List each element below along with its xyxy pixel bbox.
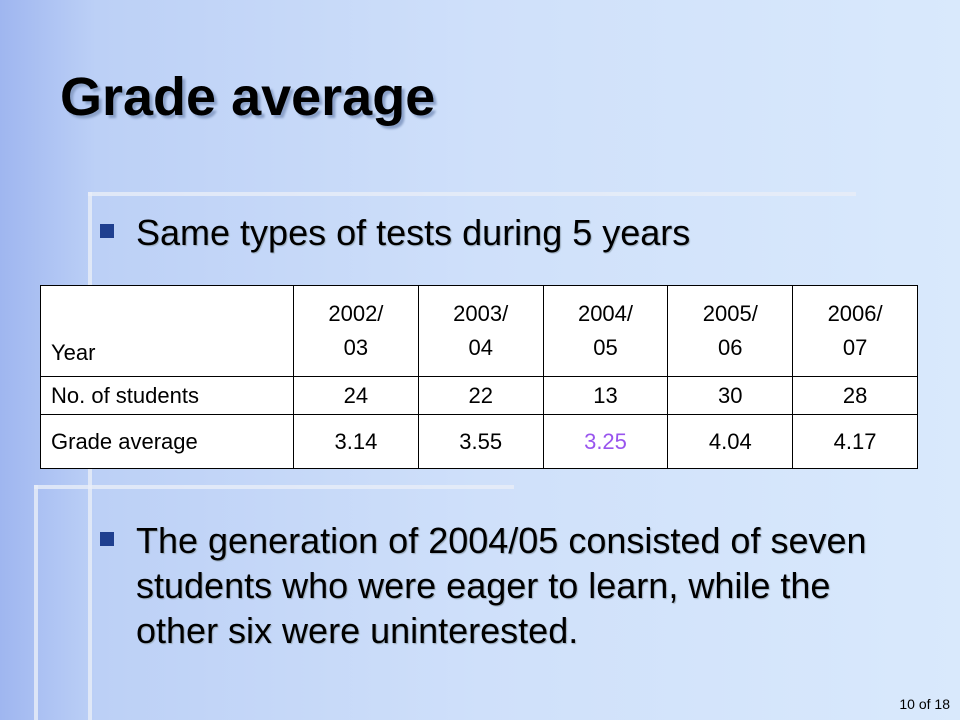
slide-title: Grade average [60, 67, 436, 127]
table-cell: 13 [542, 376, 669, 415]
table-cell: 24 [293, 376, 419, 415]
table-cell: No. of students [40, 376, 294, 415]
table-row: No. of students 24 22 13 30 28 [40, 376, 918, 415]
decor-line [88, 192, 856, 196]
table-cell: 4.04 [667, 414, 794, 469]
table-cell: 2002/ 03 [293, 285, 419, 377]
table-cell: Year [40, 285, 294, 377]
bullet-text: The generation of 2004/05 consisted of s… [136, 520, 867, 651]
page-number: 10 of 18 [899, 696, 950, 712]
table-row: Year 2002/ 03 2003/ 04 2004/ 05 2005/ 06 2006… [40, 285, 918, 377]
table-cell: 2006/ 07 [792, 285, 918, 377]
table-cell: 4.17 [792, 414, 918, 469]
bullet-marker [100, 224, 114, 238]
table-row: Grade average 3.14 3.55 3.25 4.04 4.17 [40, 414, 918, 469]
table-cell: 28 [792, 376, 918, 415]
table-cell: Grade average [40, 414, 294, 469]
bullet-text: Same types of tests during 5 years [136, 212, 691, 253]
table-cell: 2004/ 05 [542, 285, 669, 377]
table-cell: 3.55 [417, 414, 544, 469]
table-cell: 3.14 [293, 414, 419, 469]
data-table: Year 2002/ 03 2003/ 04 2004/ 05 2005/ 06 2006… [40, 285, 918, 469]
decor-line [34, 485, 514, 489]
table-cell: 30 [667, 376, 794, 415]
bullet: Same types of tests during 5 years [100, 210, 900, 255]
bullet: The generation of 2004/05 consisted of s… [100, 518, 920, 653]
table-cell: 2003/ 04 [417, 285, 544, 377]
decor-line [34, 485, 38, 720]
table-cell: 22 [417, 376, 544, 415]
bullet-marker [100, 532, 114, 546]
table-cell: 2005/ 06 [667, 285, 794, 377]
table-cell: 3.25 [542, 414, 669, 469]
